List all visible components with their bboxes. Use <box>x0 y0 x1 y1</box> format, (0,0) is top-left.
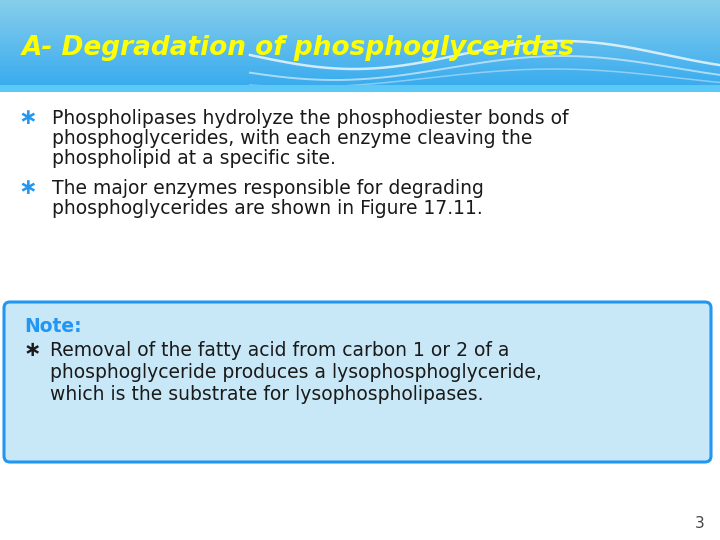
Text: Note:: Note: <box>24 316 81 335</box>
Text: 3: 3 <box>695 516 705 531</box>
Text: ∗: ∗ <box>24 340 42 360</box>
FancyBboxPatch shape <box>4 302 711 462</box>
Text: phosphoglycerides are shown in Figure 17.11.: phosphoglycerides are shown in Figure 17… <box>52 199 482 218</box>
Text: which is the substrate for lysophospholipases.: which is the substrate for lysophospholi… <box>50 384 484 403</box>
Text: phosphoglyceride produces a lysophosphoglyceride,: phosphoglyceride produces a lysophosphog… <box>50 362 542 381</box>
Text: phospholipid at a specific site.: phospholipid at a specific site. <box>52 148 336 167</box>
Text: phosphoglycerides, with each enzyme cleaving the: phosphoglycerides, with each enzyme clea… <box>52 129 532 147</box>
Text: ∗: ∗ <box>18 108 37 128</box>
Text: Removal of the fatty acid from carbon 1 or 2 of a: Removal of the fatty acid from carbon 1 … <box>50 341 509 360</box>
Bar <box>0 85 720 92</box>
Text: ∗: ∗ <box>18 178 37 198</box>
Text: A- Degradation of phosphoglycerides: A- Degradation of phosphoglycerides <box>22 35 575 61</box>
Text: Phospholipases hydrolyze the phosphodiester bonds of: Phospholipases hydrolyze the phosphodies… <box>52 109 569 127</box>
Text: The major enzymes responsible for degrading: The major enzymes responsible for degrad… <box>52 179 484 198</box>
